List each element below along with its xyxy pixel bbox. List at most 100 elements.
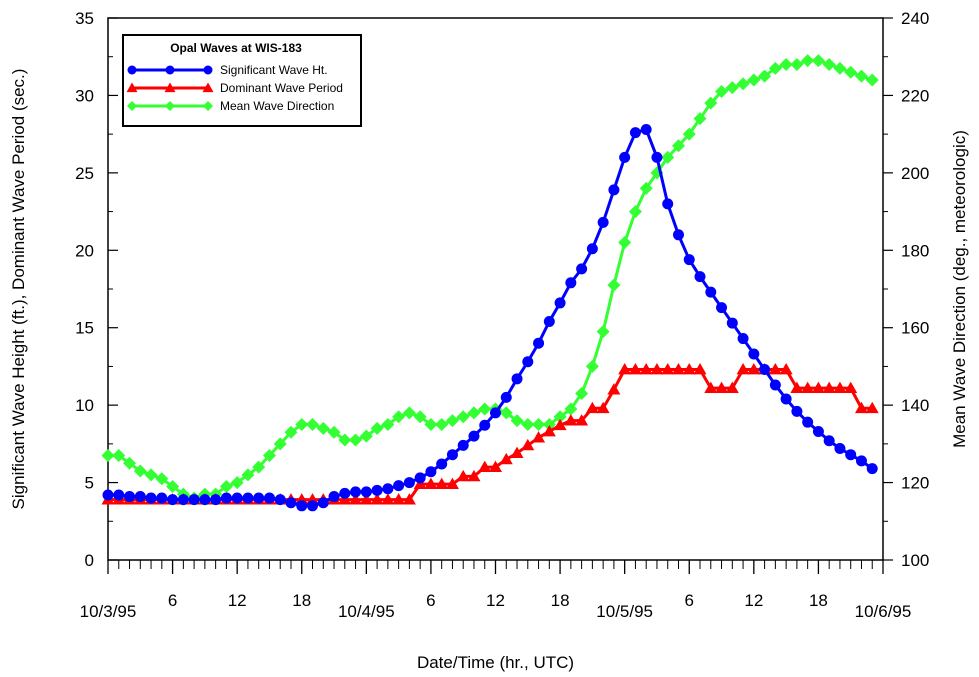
data-point <box>553 410 567 424</box>
data-point <box>629 127 641 139</box>
x-date-label: 10/5/95 <box>596 602 653 621</box>
data-point <box>445 414 459 428</box>
right-tick-label: 220 <box>901 86 929 105</box>
data-point <box>392 493 406 505</box>
data-point <box>779 57 793 71</box>
data-point <box>683 254 695 266</box>
data-point <box>704 96 718 110</box>
data-point <box>554 297 566 309</box>
left-axis-ticks: 0 5 10 15 20 25 30 35 <box>75 9 118 570</box>
data-point <box>575 387 589 401</box>
data-point <box>671 363 685 375</box>
data-point <box>802 416 814 428</box>
data-point <box>145 492 157 504</box>
data-point <box>478 460 492 472</box>
data-point <box>542 424 556 437</box>
data-point <box>285 497 297 509</box>
series-dominant-wave-period <box>101 363 879 505</box>
data-point <box>436 458 448 470</box>
data-point <box>801 381 815 393</box>
data-point <box>553 418 567 431</box>
legend-box <box>122 34 362 127</box>
data-point <box>694 271 706 283</box>
data-point <box>564 414 578 426</box>
data-point <box>393 480 405 492</box>
data-point <box>651 151 663 163</box>
y-axis-label-left: Significant Wave Height (ft.), Dominant … <box>9 69 28 510</box>
data-point <box>424 477 438 489</box>
data-point <box>661 150 675 164</box>
data-point <box>231 492 243 504</box>
data-point <box>490 407 501 419</box>
left-tick-label: 15 <box>75 319 94 338</box>
data-point <box>295 418 309 431</box>
legend-label: Mean Wave Direction <box>220 99 334 113</box>
data-point <box>113 489 125 501</box>
data-point <box>737 333 749 345</box>
data-point <box>532 431 546 443</box>
data-point <box>780 393 792 405</box>
data-point <box>167 494 179 506</box>
data-point <box>845 449 857 461</box>
data-point <box>500 391 512 403</box>
left-tick-label: 0 <box>85 551 94 570</box>
data-point <box>134 491 146 503</box>
data-point <box>338 433 352 447</box>
data-point <box>650 363 664 375</box>
legend-item: Mean Wave Direction <box>127 99 334 113</box>
y-axis-label-right: Mean Wave Direction (deg., meteorologic) <box>950 130 969 448</box>
data-point <box>725 381 739 393</box>
data-point <box>307 500 319 512</box>
data-point <box>726 317 738 329</box>
legend-marker <box>203 65 213 75</box>
data-point <box>542 418 556 431</box>
data-point <box>693 363 707 375</box>
data-point <box>479 419 491 431</box>
data-point <box>467 406 481 420</box>
data-point <box>812 425 824 437</box>
data-point <box>155 472 169 486</box>
data-point <box>457 439 469 451</box>
data-point <box>468 430 480 442</box>
data-point <box>456 469 470 482</box>
left-tick-label: 25 <box>75 164 94 183</box>
data-point <box>759 364 771 376</box>
data-point <box>456 410 470 424</box>
data-point <box>219 479 233 493</box>
data-point <box>715 381 729 393</box>
legend-items: Significant Wave Ht. Dominant Wave Period… <box>126 63 343 113</box>
data-point <box>102 489 114 501</box>
data-point <box>446 449 458 461</box>
data-point <box>263 492 275 504</box>
data-point <box>596 401 610 414</box>
x-hour-label: 6 <box>685 591 694 610</box>
data-point <box>575 414 589 426</box>
series-layer <box>101 54 879 512</box>
right-tick-label: 140 <box>901 396 929 415</box>
data-point <box>435 418 449 431</box>
data-point <box>736 363 750 375</box>
data-point <box>144 468 158 482</box>
data-point <box>790 381 804 393</box>
data-point <box>585 401 599 414</box>
data-point <box>425 466 437 478</box>
data-point <box>564 402 578 416</box>
right-tick-label: 180 <box>901 241 929 260</box>
legend-marker <box>127 65 137 75</box>
right-tick-label: 100 <box>901 551 929 570</box>
legend-label: Dominant Wave Period <box>220 81 343 95</box>
data-point <box>359 493 373 505</box>
data-point <box>339 487 351 499</box>
data-point <box>382 483 394 495</box>
data-point <box>273 437 287 451</box>
data-point <box>790 57 804 71</box>
data-point <box>327 425 341 439</box>
data-point <box>230 476 244 490</box>
data-point <box>210 494 222 506</box>
data-point <box>112 448 126 462</box>
data-point <box>543 316 555 328</box>
data-point <box>618 363 632 375</box>
data-point <box>350 486 362 498</box>
data-point <box>241 468 255 482</box>
